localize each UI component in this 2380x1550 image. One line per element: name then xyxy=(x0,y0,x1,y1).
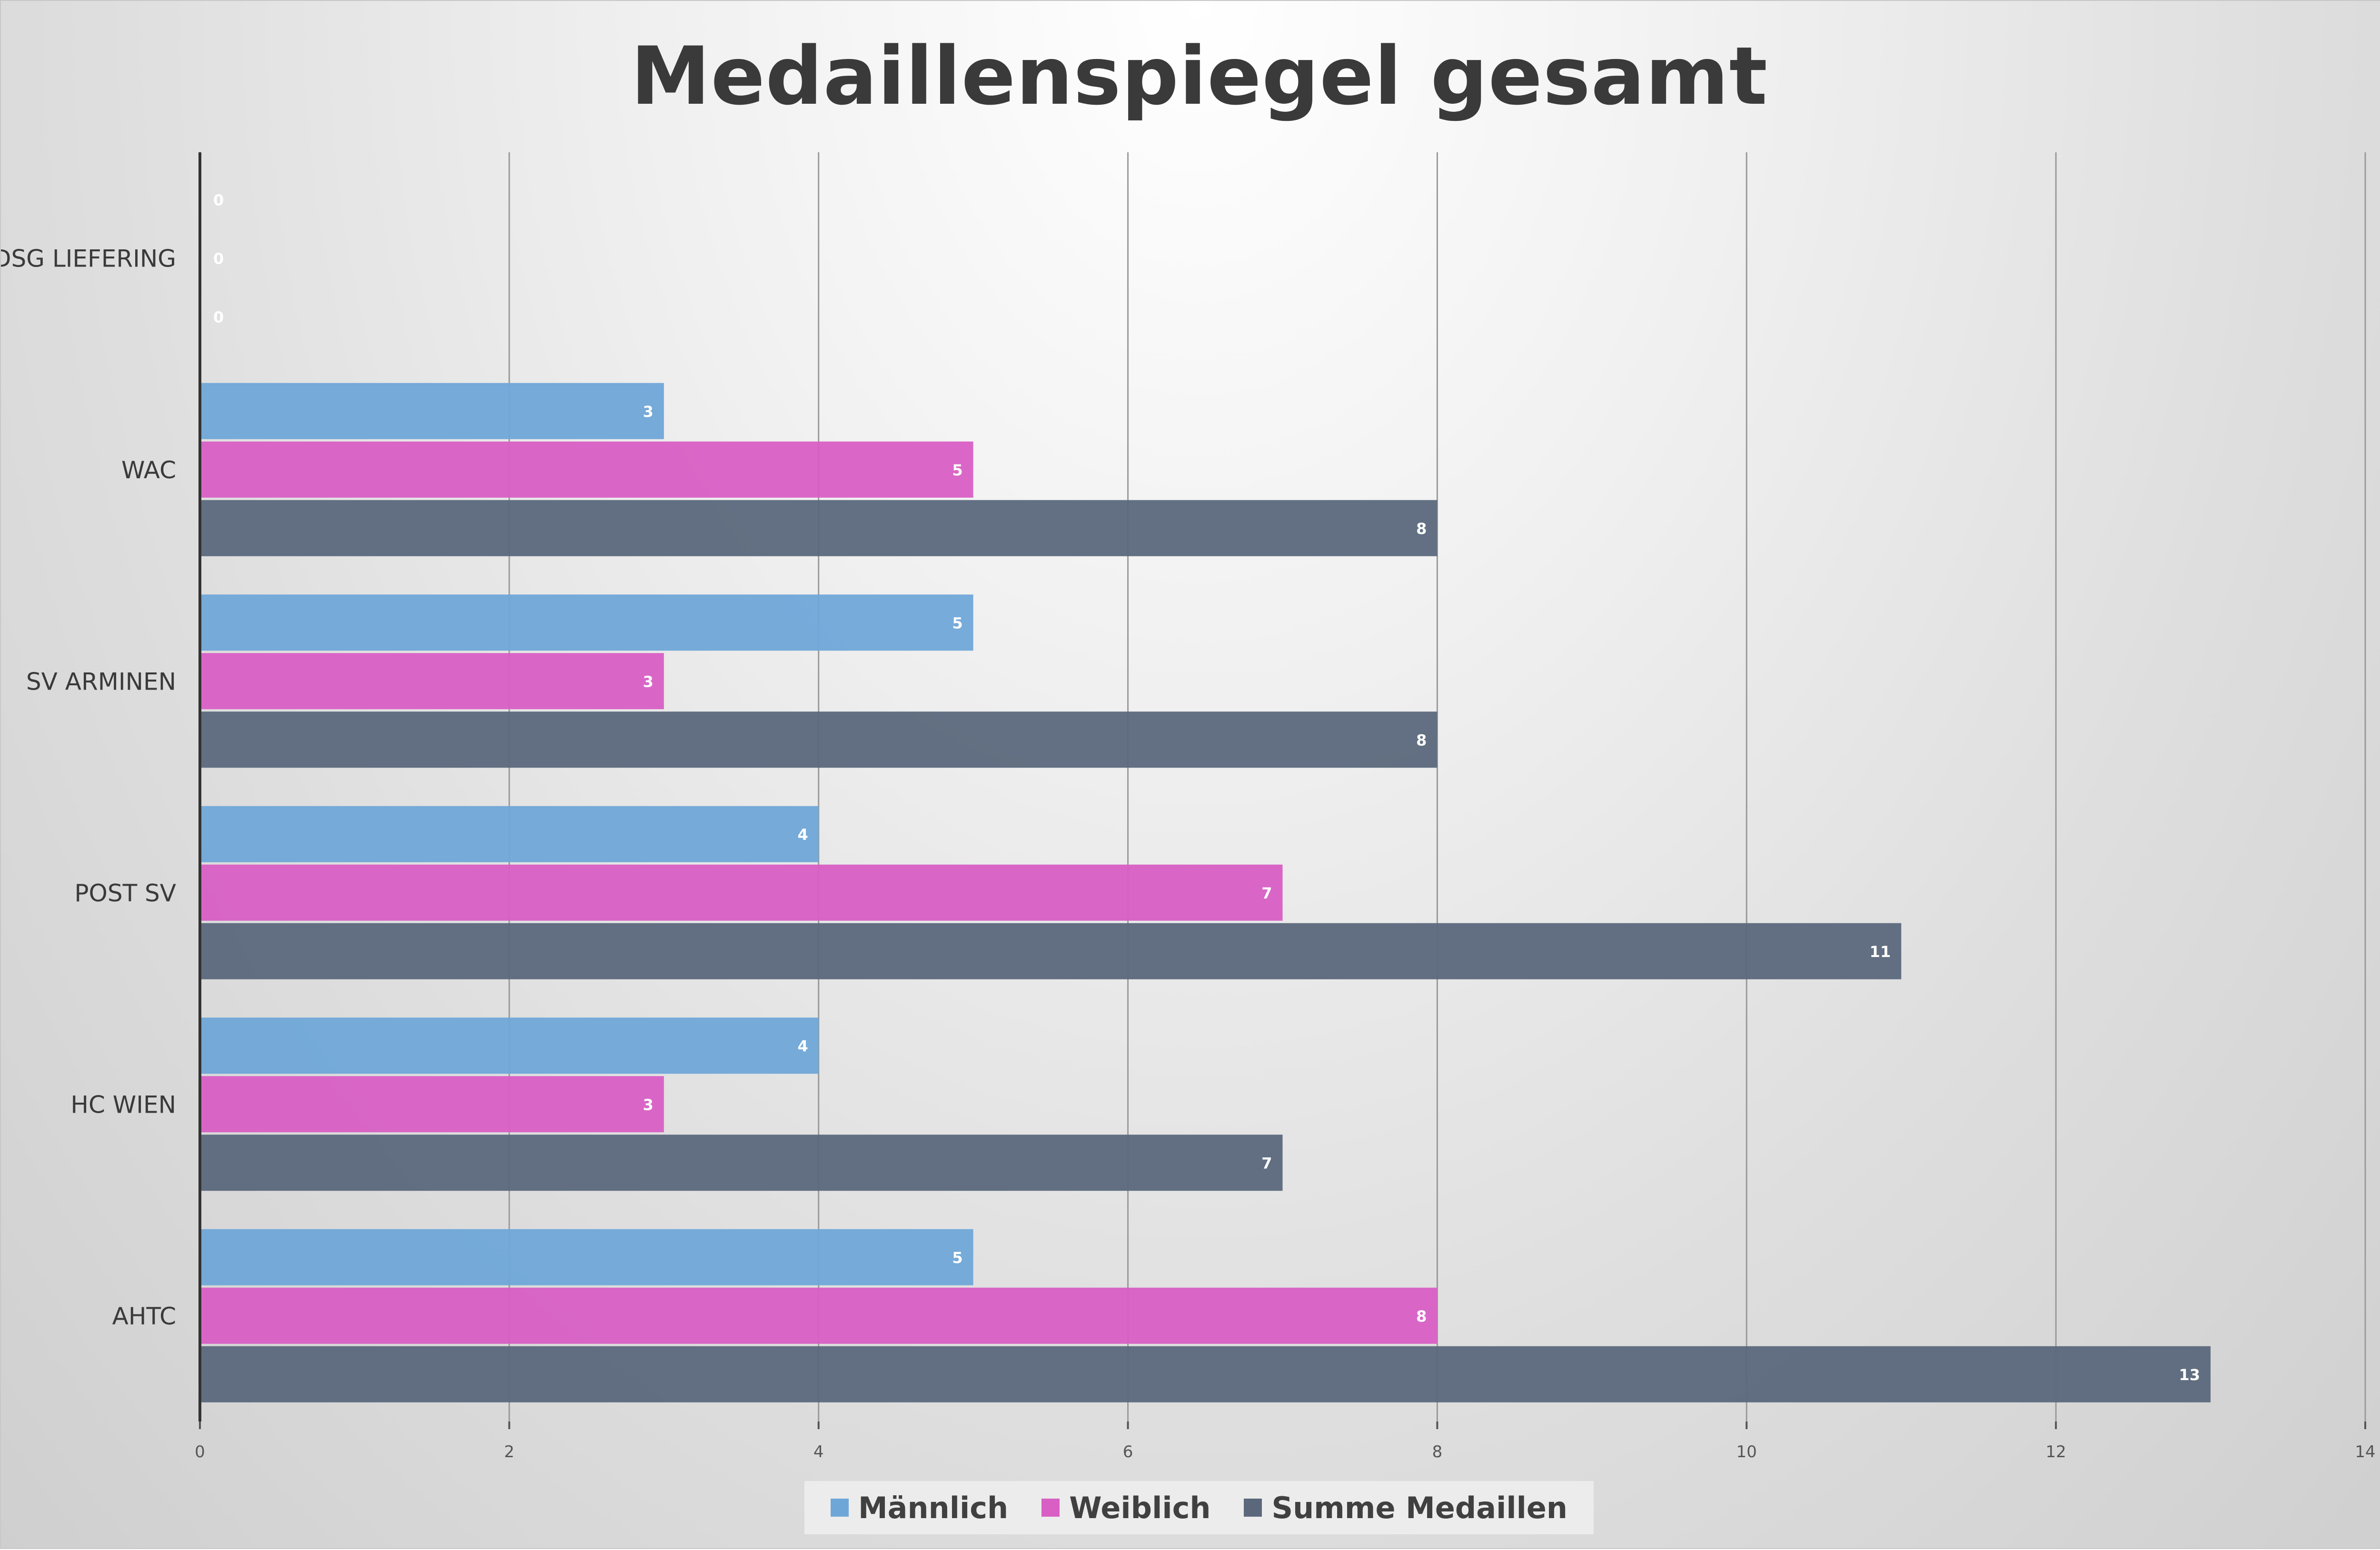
legend-item: Männlich xyxy=(830,1490,1009,1525)
legend-swatch xyxy=(1041,1499,1060,1517)
legend-swatch xyxy=(830,1499,849,1517)
bar-weiblich xyxy=(201,1287,1438,1344)
bar-summe-medaillen xyxy=(201,1346,2211,1402)
category-label: DSG LIEFERING xyxy=(1,245,176,272)
category-label: POST SV xyxy=(74,879,176,907)
data-label: 0 xyxy=(213,249,224,267)
x-tick-label: 6 xyxy=(1123,1442,1133,1461)
x-tick-label: 0 xyxy=(195,1442,205,1461)
data-label: 8 xyxy=(1416,731,1427,749)
data-label: 13 xyxy=(2179,1366,2201,1384)
legend-item: Weiblich xyxy=(1041,1491,1210,1525)
x-tick-label: 10 xyxy=(1736,1442,1757,1461)
bar-weiblich xyxy=(201,653,664,710)
category-label: HC WIEN xyxy=(70,1091,176,1118)
bar-weiblich xyxy=(201,1076,664,1133)
x-tick-label: 12 xyxy=(2046,1442,2066,1461)
data-label: 0 xyxy=(213,308,224,326)
category-label: SV ARMINEN xyxy=(26,668,176,695)
data-label: 4 xyxy=(797,826,808,844)
legend-swatch xyxy=(1244,1499,1262,1517)
data-label: 5 xyxy=(952,614,962,632)
bar-männlich xyxy=(201,383,664,439)
legend-item: Summe Medaillen xyxy=(1244,1491,1567,1525)
data-label: 7 xyxy=(1261,884,1272,902)
data-label: 0 xyxy=(213,191,224,209)
data-label: 3 xyxy=(643,672,654,691)
category-label: AHTC xyxy=(112,1303,176,1330)
data-label: 7 xyxy=(1261,1154,1272,1172)
bar-summe-medaillen xyxy=(201,1135,1283,1191)
bar-weiblich xyxy=(201,864,1283,921)
chart-legend: Männlich Weiblich Summe Medaillen xyxy=(804,1481,1594,1534)
category-label: WAC xyxy=(121,456,176,484)
data-label: 8 xyxy=(1416,520,1427,538)
bar-männlich xyxy=(201,806,819,862)
bar-weiblich xyxy=(201,441,973,498)
data-label: 8 xyxy=(1416,1307,1427,1325)
chart-title: Medaillenspiegel gesamt xyxy=(630,30,1768,123)
data-label: 4 xyxy=(797,1037,808,1055)
bar-männlich xyxy=(201,1229,973,1285)
data-label: 3 xyxy=(643,403,654,421)
x-tick-label: 2 xyxy=(504,1442,515,1461)
data-label: 11 xyxy=(1870,943,1891,961)
legend-label: Männlich xyxy=(858,1490,1009,1525)
data-label: 5 xyxy=(952,1249,962,1267)
x-tick-label: 4 xyxy=(813,1442,824,1461)
data-label: 5 xyxy=(952,461,962,479)
bar-summe-medaillen xyxy=(201,711,1438,768)
bar-summe-medaillen xyxy=(201,923,1902,979)
x-tick-label: 14 xyxy=(2355,1442,2375,1461)
x-tick-label: 8 xyxy=(1432,1442,1443,1461)
legend-label: Weiblich xyxy=(1069,1490,1211,1525)
data-label: 3 xyxy=(643,1096,654,1114)
bar-männlich xyxy=(201,1017,819,1074)
bar-summe-medaillen xyxy=(201,500,1438,556)
legend-label: Summe Medaillen xyxy=(1271,1490,1568,1525)
bar-männlich xyxy=(201,594,973,651)
